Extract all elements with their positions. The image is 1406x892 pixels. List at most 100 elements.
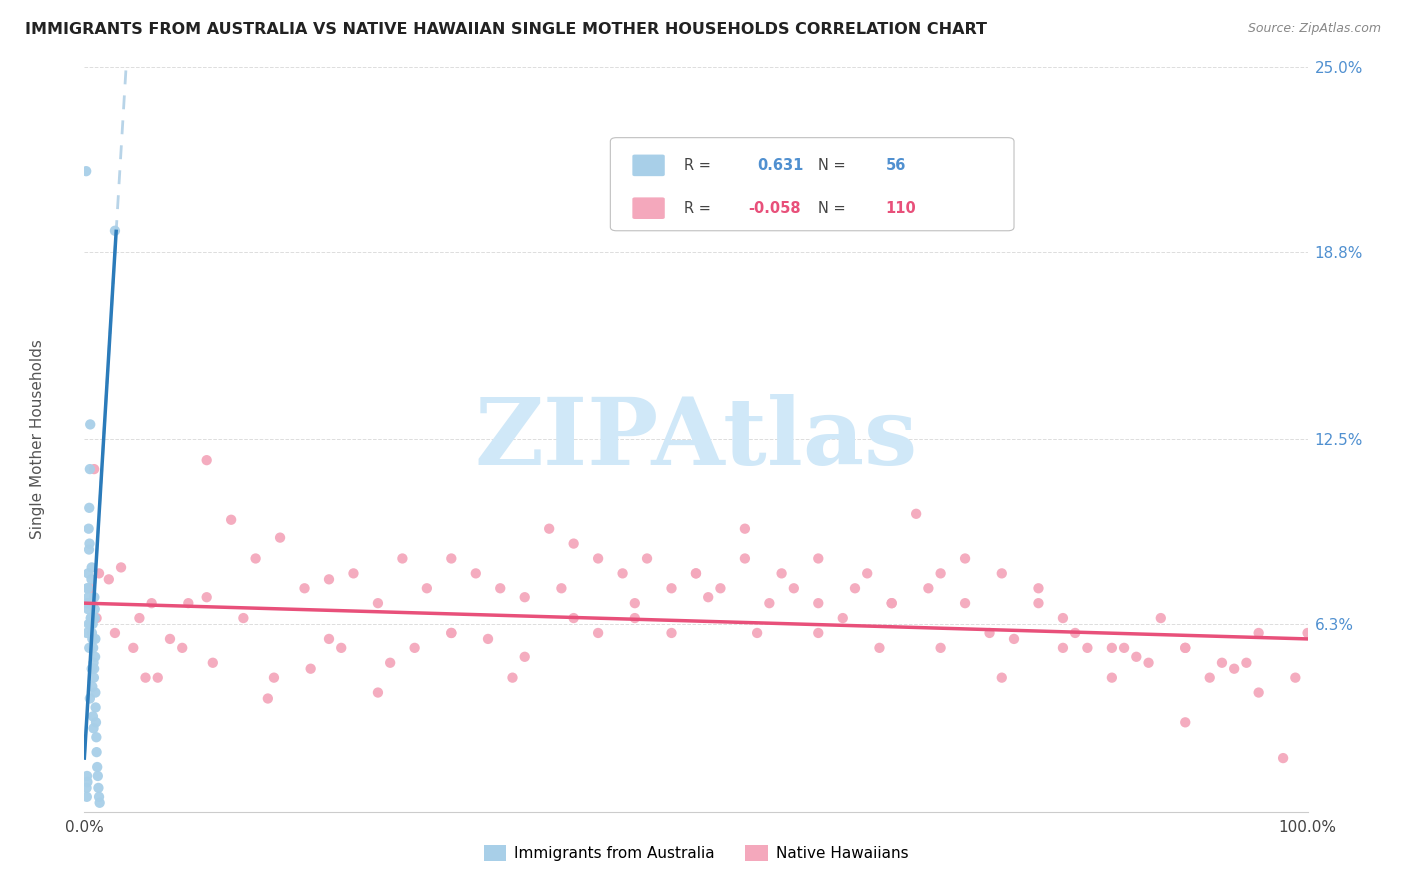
Point [79,462,101,476]
Point [636,551,658,566]
Point [77,596,100,610]
Text: Source: ZipAtlas.com: Source: ZipAtlas.com [1247,22,1381,36]
Point [1174,640,1197,655]
Text: 56: 56 [886,158,905,173]
Point [82,709,104,723]
Point [709,582,731,596]
Point [1296,626,1319,640]
Text: -0.058: -0.058 [748,201,801,216]
Point [807,551,830,566]
Point [84,685,107,699]
Point [80,617,103,632]
Point [905,507,928,521]
Point [86,760,108,774]
Point [1101,640,1123,655]
Point [440,551,463,566]
Point [84,649,107,664]
Point [367,596,389,610]
Point [245,551,267,566]
Point [263,671,285,685]
Point [953,596,976,610]
Text: N =: N = [818,201,846,216]
Point [84,700,107,714]
Point [1211,656,1233,670]
Point [844,582,866,596]
Point [159,632,181,646]
Text: R =: R = [683,201,710,216]
Point [77,591,100,605]
Point [550,582,572,596]
Point [783,582,806,596]
Point [77,542,100,557]
Point [856,566,879,581]
Point [1076,640,1098,655]
Point [82,611,104,625]
Point [257,691,280,706]
Point [97,572,120,586]
Point [489,582,512,596]
Point [1137,656,1160,670]
Point [880,596,903,610]
Point [1247,626,1270,640]
Text: 0.631: 0.631 [758,158,803,173]
Point [1064,626,1087,640]
Point [219,513,242,527]
Point [734,551,756,566]
Point [269,531,291,545]
Point [831,611,853,625]
Point [416,582,439,596]
Point [1223,662,1246,676]
Point [79,617,101,632]
Point [477,632,499,646]
Point [1198,671,1220,685]
Point [86,611,108,625]
Point [917,582,939,596]
Point [122,640,145,655]
Point [77,617,100,632]
Point [991,671,1014,685]
Point [770,566,793,581]
Point [1174,640,1197,655]
Point [1236,656,1258,670]
Point [80,662,103,676]
Point [195,453,218,467]
Point [697,591,720,605]
Point [79,691,101,706]
Point [1052,611,1074,625]
Point [83,462,105,476]
Point [299,662,322,676]
Point [1150,611,1173,625]
Point [929,640,952,655]
Point [685,566,707,581]
FancyBboxPatch shape [633,197,665,219]
Point [79,417,101,432]
Point [991,566,1014,581]
Point [929,566,952,581]
Point [84,715,107,730]
Point [104,224,127,238]
Point [128,611,150,625]
Point [82,640,104,655]
Point [104,626,127,640]
Text: R =: R = [683,158,710,173]
Point [869,640,891,655]
Point [172,640,194,655]
Point [76,769,98,783]
Point [464,566,486,581]
Point [177,596,200,610]
Point [513,649,536,664]
Point [80,611,103,625]
Point [562,536,585,550]
Point [391,551,413,566]
Point [734,522,756,536]
Point [440,626,463,640]
Point [83,662,105,676]
Point [135,671,157,685]
Point [83,656,105,670]
Point [330,640,353,655]
Point [82,617,104,632]
Point [685,566,707,581]
Point [80,560,103,574]
Point [83,671,105,685]
Point [1247,685,1270,699]
